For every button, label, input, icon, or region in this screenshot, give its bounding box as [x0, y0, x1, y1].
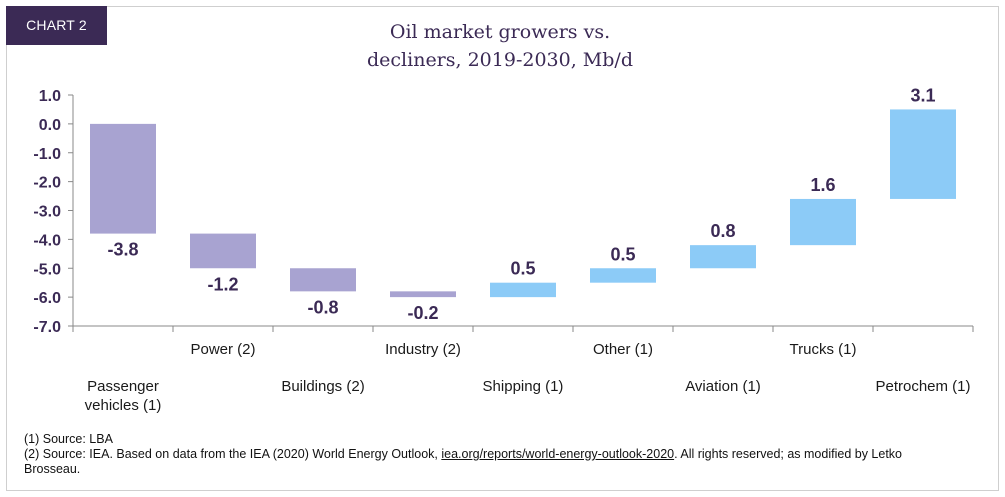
category-label-line: Trucks (1) — [789, 341, 857, 358]
value-label: -3.8 — [107, 240, 138, 260]
y-tick-label: 1.0 — [39, 88, 61, 105]
footnote-2-link[interactable]: iea.org/reports/world-energy-outlook-202… — [441, 447, 675, 461]
waterfall-chart: 1.0 0.0 -1.0 -2.0 -3.0 -4.0 -5.0 -6.0 -7.0 -3.8 -1… — [33, 85, 974, 336]
category-label-line: Petrochem (1) — [875, 378, 971, 395]
value-label: 0.5 — [510, 259, 535, 279]
y-tick-label: -4.0 — [33, 232, 61, 249]
category-label: Buildings (2) — [248, 377, 398, 396]
footnote-2-text-end: . All rights reserved; as modified by Le… — [674, 447, 902, 461]
value-label: -0.2 — [407, 303, 438, 323]
bar — [890, 109, 956, 199]
bar — [290, 268, 356, 292]
category-label-line: Industry (2) — [385, 341, 461, 358]
y-tick-label: -2.0 — [33, 175, 61, 192]
category-label: Trucks (1) — [748, 340, 898, 359]
footnote-1: (1) Source: LBA — [24, 432, 113, 446]
value-label: -0.8 — [307, 297, 338, 317]
footnote-3: Brosseau. — [24, 462, 81, 476]
value-label: 0.5 — [610, 244, 635, 264]
chart-title-line-2: decliners, 2019-2030, Mb/d — [367, 49, 633, 71]
category-label: Petrochem (1) — [848, 377, 998, 396]
category-label: Industry (2) — [348, 340, 498, 359]
value-label: 0.8 — [710, 221, 735, 241]
chart-number-badge: CHART 2 — [6, 6, 107, 45]
y-tick-label: -5.0 — [33, 261, 61, 278]
chart-title: Oil market growers vs. decliners, 2019-2… — [290, 18, 710, 74]
chart-frame — [6, 6, 999, 491]
category-label: Other (1) — [548, 340, 698, 359]
bar — [490, 282, 556, 298]
y-tick-label: -3.0 — [33, 204, 61, 221]
category-label-line: Shipping (1) — [482, 378, 564, 395]
category-label-line: Power (2) — [190, 341, 256, 358]
bar — [590, 268, 656, 283]
y-tick-label: -6.0 — [33, 290, 61, 307]
value-label: -1.2 — [207, 274, 238, 294]
category-label-line: Aviation (1) — [685, 378, 761, 395]
bar — [790, 198, 856, 246]
category-label-line: Other (1) — [592, 341, 653, 358]
chart-title-line-1: Oil market growers vs. — [389, 21, 611, 43]
footnote-2-text: (2) Source: IEA. Based on data from the … — [24, 447, 442, 461]
footnote-2: (2) Source: IEA. Based on data from the … — [24, 447, 984, 462]
bar — [90, 123, 156, 234]
y-tick-label: -7.0 — [33, 319, 61, 336]
category-label: Shipping (1) — [448, 377, 598, 396]
category-label-line: Buildings (2) — [281, 378, 365, 395]
category-label-line: Passenger — [87, 378, 159, 395]
y-tick-label: 0.0 — [39, 117, 61, 134]
y-tick-label: -1.0 — [33, 146, 61, 163]
category-label-line: vehicles (1) — [84, 397, 162, 414]
category-label: Aviation (1) — [648, 377, 798, 396]
bar — [390, 291, 456, 298]
category-label: Power (2) — [148, 340, 298, 359]
bar — [690, 245, 756, 269]
category-label: Passenger vehicles (1) — [48, 377, 198, 415]
value-label: 3.1 — [910, 85, 935, 105]
value-label: 1.6 — [810, 175, 835, 195]
bar — [190, 233, 256, 269]
